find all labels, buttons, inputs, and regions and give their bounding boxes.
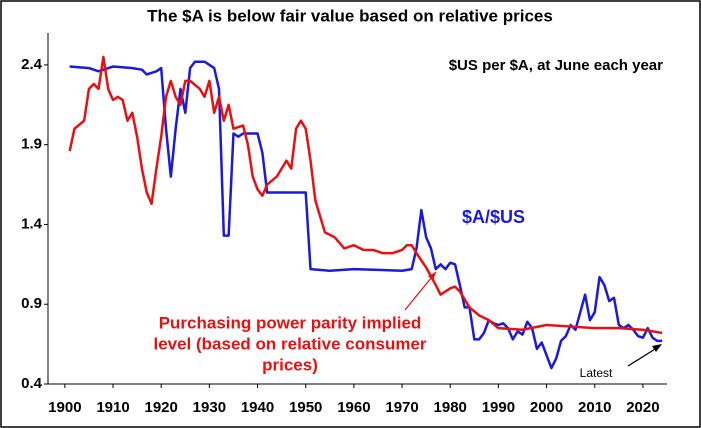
x-tick-label: 2020	[626, 399, 659, 416]
y-tick-label: 1.4	[21, 215, 43, 232]
series-label: level (based on relative consumer	[153, 334, 426, 353]
y-tick-label: 0.4	[21, 375, 43, 392]
y-tick-label: 0.9	[21, 295, 42, 312]
x-tick-label: 1920	[145, 399, 178, 416]
series-label: Purchasing power parity implied	[159, 313, 422, 332]
x-tick-label: 1900	[48, 399, 81, 416]
x-tick-label: 1970	[385, 399, 418, 416]
x-tick-label: 2000	[530, 399, 563, 416]
series-line	[68, 55, 663, 335]
x-tick-label: 1980	[434, 399, 467, 416]
annotation: Latest	[580, 366, 613, 380]
x-tick-label: 1930	[193, 399, 226, 416]
x-tick-label: 1940	[241, 399, 274, 416]
arrow-head	[652, 344, 662, 352]
x-tick-label: 1960	[337, 399, 370, 416]
arrow-head	[428, 272, 436, 281]
x-tick-label: 1990	[482, 399, 515, 416]
y-tick-label: 1.9	[21, 136, 42, 153]
x-tick-label: 1910	[96, 399, 129, 416]
x-tick-label: 2010	[578, 399, 611, 416]
series-label: prices)	[262, 355, 318, 374]
y-tick-label: 2.4	[21, 56, 43, 73]
series-line	[69, 60, 663, 370]
series-label: $A/$US	[462, 207, 525, 227]
x-tick-label: 1950	[289, 399, 322, 416]
chart-title: The $A is below fair value based on rela…	[147, 6, 553, 25]
subtitle: $US per $A, at June each year	[449, 57, 663, 74]
